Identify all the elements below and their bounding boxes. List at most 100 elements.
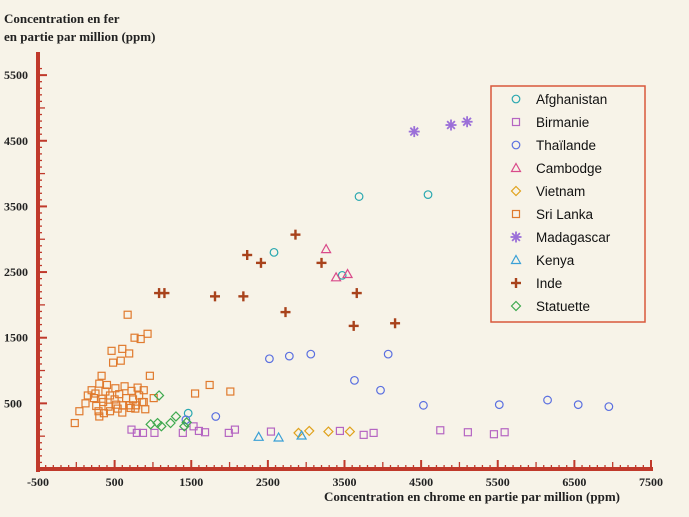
- data-point-birmanie: [266, 427, 276, 436]
- data-point-sri-lanka: [126, 403, 135, 413]
- data-point-sri-lanka: [143, 329, 152, 338]
- legend-label-vietnam: Vietnam: [536, 184, 585, 199]
- series-madagascar: [408, 116, 473, 138]
- data-point-sri-lanka: [81, 399, 90, 408]
- data-point-sri-lanka: [226, 387, 235, 396]
- series-cambodge: [320, 243, 354, 282]
- data-point-madagascar: [408, 126, 420, 138]
- data-point-sri-lanka: [105, 407, 115, 416]
- data-point-sri-lanka: [110, 395, 119, 404]
- x-tick-label: 1500: [179, 475, 203, 489]
- legend-marker-thailande: [511, 140, 521, 150]
- data-point-statuette: [156, 420, 167, 432]
- data-point-sri-lanka: [139, 397, 148, 407]
- x-tick-label: 500: [106, 475, 124, 489]
- data-point-statuette: [179, 420, 190, 432]
- data-point-afghanistan: [337, 270, 347, 280]
- data-point-sri-lanka: [99, 409, 108, 418]
- x-axis-title: Concentration en chrome en partie par mi…: [324, 489, 620, 504]
- legend-item-sri-lanka: Sri Lanka: [511, 207, 594, 222]
- data-point-sri-lanka: [95, 379, 104, 388]
- data-point-vietnam: [323, 426, 334, 437]
- data-point-madagascar: [445, 119, 457, 131]
- legend-label-cambodge: Cambodge: [536, 161, 602, 176]
- legend-label-birmanie: Birmanie: [536, 115, 589, 130]
- data-point-birmanie: [463, 428, 472, 437]
- data-point-statuette: [181, 417, 193, 428]
- y-axis-title-line2: en partie par million (ppm): [4, 29, 155, 44]
- legend-label-inde: Inde: [536, 276, 562, 291]
- legend-item-cambodge: Cambodge: [510, 161, 602, 176]
- y-tick-label: 500: [4, 396, 22, 410]
- series-kenya: [253, 429, 308, 442]
- data-point-sri-lanka: [136, 334, 145, 344]
- legend-marker-madagascar: [510, 231, 522, 243]
- data-point-cambodge: [342, 268, 354, 279]
- series-birmanie: [127, 422, 509, 439]
- data-point-sri-lanka: [75, 407, 84, 416]
- data-point-sri-lanka: [112, 400, 121, 409]
- legend-label-kenya: Kenya: [536, 253, 575, 268]
- data-point-birmanie: [335, 426, 345, 436]
- data-point-birmanie: [230, 425, 240, 434]
- data-point-sri-lanka: [116, 356, 125, 365]
- data-points: [70, 116, 614, 442]
- legend-label-afghanistan: Afghanistan: [536, 92, 607, 107]
- legend: Afghanistan Birmanie Thaïlande Cambodge Viet…: [490, 85, 646, 323]
- data-point-sri-lanka: [91, 389, 100, 398]
- data-point-kenya: [296, 429, 308, 440]
- data-point-inde: [390, 318, 401, 329]
- data-point-inde: [316, 257, 327, 268]
- data-point-thailande: [376, 385, 385, 395]
- data-point-inde: [290, 229, 301, 240]
- data-point-birmanie: [500, 428, 509, 437]
- legend-item-kenya: Kenya: [510, 253, 575, 268]
- data-point-inde: [242, 249, 253, 260]
- data-point-sri-lanka: [190, 389, 200, 398]
- data-point-kenya: [253, 431, 265, 441]
- data-point-inde: [351, 288, 362, 299]
- data-point-vietnam: [344, 426, 356, 437]
- data-point-birmanie: [436, 426, 445, 435]
- series-statuette: [145, 390, 193, 432]
- data-point-thailande: [265, 354, 274, 364]
- data-point-birmanie: [150, 428, 159, 437]
- series-thailande: [181, 349, 614, 425]
- data-point-sri-lanka: [118, 344, 127, 353]
- data-point-sri-lanka: [205, 380, 214, 390]
- legend-marker-vietnam: [510, 185, 522, 197]
- y-axis-title-line1: Concentration en fer: [4, 11, 120, 26]
- data-point-thailande: [543, 395, 552, 405]
- legend-marker-sri-lanka: [511, 209, 521, 219]
- data-point-statuette: [153, 390, 165, 401]
- legend-label-thailande: Thaïlande: [536, 138, 596, 153]
- data-point-sri-lanka: [104, 402, 113, 411]
- y-tick-label: 2500: [4, 265, 28, 279]
- legend-marker-statuette: [510, 300, 522, 312]
- data-point-statuette: [170, 411, 182, 422]
- data-point-inde: [159, 288, 170, 299]
- data-point-cambodge: [330, 271, 342, 282]
- legend-marker-kenya: [510, 254, 522, 265]
- data-point-sri-lanka: [131, 404, 140, 413]
- data-point-birmanie: [132, 428, 141, 437]
- data-point-birmanie: [200, 428, 210, 437]
- data-point-thailande: [419, 400, 428, 410]
- data-point-birmanie: [138, 428, 148, 437]
- data-point-thailande: [604, 402, 614, 412]
- data-point-inde: [238, 291, 249, 302]
- data-point-afghanistan: [423, 190, 433, 200]
- data-point-sri-lanka: [125, 349, 134, 358]
- data-point-sri-lanka: [145, 371, 154, 380]
- axis-ticks: 500 1500 2500 3500 4500 5500 -500 500 1500 2500 35…: [4, 67, 663, 489]
- data-point-thailande: [211, 412, 221, 421]
- data-point-sri-lanka: [120, 382, 129, 391]
- data-point-sri-lanka: [70, 418, 79, 428]
- x-tick-label: 5500: [486, 475, 510, 489]
- data-point-inde: [210, 291, 221, 302]
- data-point-sri-lanka: [97, 394, 106, 403]
- data-point-sri-lanka: [130, 333, 139, 342]
- legend-marker-afghanistan: [511, 94, 521, 104]
